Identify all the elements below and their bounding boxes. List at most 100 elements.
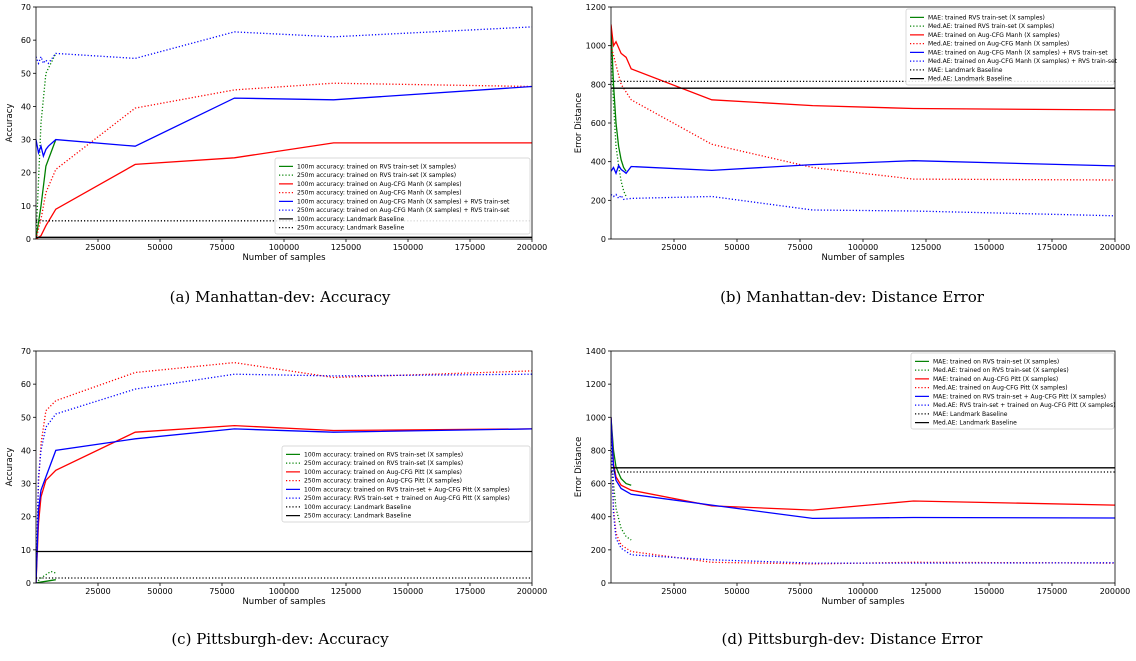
legend-entry: 250m accuracy: trained on Aug-CFG Manh (… <box>297 190 462 197</box>
chart-panel-a: 25000 50000 75000 100000 125000 150000 175000 2… <box>0 0 560 275</box>
legend: 100m accuracy: trained on RVS train-set … <box>274 157 531 235</box>
series-line-1 <box>611 417 632 486</box>
x-tick-label: 125000 <box>911 587 942 596</box>
x-tick-label: 25000 <box>85 587 110 596</box>
y-tick-label: 600 <box>591 480 606 489</box>
y-tick-label: 600 <box>591 119 606 128</box>
y-tick-label: 0 <box>26 579 31 588</box>
legend-box <box>274 157 531 235</box>
legend-entry: MAE: Landmark Baseline <box>933 411 1008 418</box>
series-line-1 <box>36 579 56 583</box>
y-tick-label: 0 <box>601 235 606 244</box>
x-tick-label: 75000 <box>787 243 812 252</box>
series-line-2 <box>36 53 57 239</box>
series-group <box>36 361 532 583</box>
x-tick-label: 125000 <box>331 243 362 252</box>
legend-entry: 100m accuracy: Landmark Baseline <box>297 216 405 223</box>
legend-entry: 250m accuracy: trained on Aug-CFG Manh (… <box>297 207 510 214</box>
y-tick-label: 1200 <box>586 3 606 12</box>
legend-entry: Med.AE: Landmark Baseline <box>933 420 1017 427</box>
y-axis-label: Accuracy <box>5 448 15 487</box>
chart-panel-c: 25000 50000 75000 100000 125000 150000 175000 2… <box>0 343 560 608</box>
legend-entry: Med.AE: trained on Aug-CFG Pitt (X sampl… <box>933 385 1068 392</box>
chart-caption-b: (b) Manhattan-dev: Distance Error <box>720 288 984 306</box>
legend-entry: MAE: trained on Aug-CFG Manh (X samples)… <box>928 49 1108 56</box>
legend-entry: MAE: trained on Aug-CFG Pitt (X samples) <box>933 376 1058 383</box>
y-tick-label: 50 <box>21 69 31 78</box>
chart-c-svg: 25000 50000 75000 100000 125000 150000 175000 2… <box>5 347 548 607</box>
chart-caption-c: (c) Pittsburgh-dev: Accuracy <box>171 630 389 648</box>
legend-entry: Med.AE: Landmark Baseline <box>928 76 1012 83</box>
x-tick-label: 125000 <box>911 243 942 252</box>
y-tick-label: 200 <box>591 196 606 205</box>
x-tick-label: 50000 <box>147 587 172 596</box>
legend-entry: MAE: trained RVS train-set (X samples) <box>928 14 1045 21</box>
chart-a-svg: 25000 50000 75000 100000 125000 150000 175000 2… <box>5 3 548 263</box>
y-tick-label: 400 <box>591 513 606 522</box>
y-tick-label: 800 <box>591 446 606 455</box>
x-tick-label: 75000 <box>787 587 812 596</box>
series-line-3 <box>36 424 532 583</box>
legend-entry: MAE: Landmark Baseline <box>928 67 1003 74</box>
legend-entry: 100m accuracy: trained on RVS train-set … <box>304 486 510 493</box>
y-tick-label: 20 <box>21 169 31 178</box>
y-tick-label: 60 <box>21 36 31 45</box>
x-tick-label: 50000 <box>147 243 172 252</box>
x-tick-label: 150000 <box>974 587 1005 596</box>
y-tick-label: 40 <box>21 446 31 455</box>
legend-entry: Med.AE: RVS train-set + trained on Aug-C… <box>933 402 1115 409</box>
series-line-5 <box>36 85 532 159</box>
legend: MAE: trained RVS train-set (X samples) Me… <box>905 8 1118 86</box>
y-tick-label: 30 <box>21 136 31 145</box>
x-tick-label: 125000 <box>331 587 362 596</box>
legend-entry: 100m accuracy: trained on Aug-CFG Manh (… <box>297 198 510 205</box>
x-tick-label: 50000 <box>724 587 749 596</box>
x-axis-label: Number of samples <box>242 253 326 263</box>
y-tick-label: 50 <box>21 413 31 422</box>
legend-entry: MAE: trained on RVS train-set (X samples… <box>933 358 1059 365</box>
x-tick-label: 100000 <box>848 587 879 596</box>
series-line-1 <box>36 139 57 239</box>
series-line-4 <box>611 45 1115 181</box>
x-tick-label: 75000 <box>209 243 234 252</box>
legend-entry: MAE: trained on Aug-CFG Manh (X samples) <box>928 32 1060 39</box>
legend-entry: 100m accuracy: Landmark Baseline <box>304 504 412 511</box>
series-line-2 <box>36 570 57 583</box>
y-tick-label: 1000 <box>586 413 606 422</box>
series-line-2 <box>611 45 627 197</box>
legend-box <box>281 445 531 523</box>
y-tick-label: 800 <box>591 80 606 89</box>
x-tick-label: 150000 <box>393 587 424 596</box>
series-line-5 <box>611 160 1115 176</box>
y-tick-label: 400 <box>591 158 606 167</box>
x-tick-label: 100000 <box>269 243 300 252</box>
x-tick-label: 200000 <box>1100 587 1131 596</box>
y-tick-label: 70 <box>21 3 31 12</box>
y-tick-label: 20 <box>21 513 31 522</box>
legend-entry: 250m accuracy: trained on RVS train-set … <box>297 172 456 179</box>
x-tick-label: 200000 <box>517 243 548 252</box>
series-line-3 <box>611 24 1115 111</box>
y-tick-label: 1400 <box>586 347 606 356</box>
legend: 100m accuracy: trained on RVS train-set … <box>281 445 531 523</box>
series-line-3 <box>36 142 532 239</box>
y-tick-label: 1200 <box>586 380 606 389</box>
x-tick-label: 25000 <box>85 243 110 252</box>
x-tick-label: 175000 <box>455 587 486 596</box>
chart-panel-b: 25000 50000 75000 100000 125000 150000 175000 2… <box>568 0 1136 275</box>
legend-entry: 250m accuracy: RVS train-set + trained o… <box>304 495 510 502</box>
series-line-6 <box>36 373 532 583</box>
x-tick-label: 25000 <box>661 587 686 596</box>
y-tick-label: 60 <box>21 380 31 389</box>
x-tick-label: 175000 <box>1037 243 1068 252</box>
legend-entry: 250m accuracy: Landmark Baseline <box>297 225 405 232</box>
chart-d-svg: 25000 50000 75000 100000 125000 150000 175000 2… <box>574 347 1131 607</box>
legend-entry: 250m accuracy: trained on Aug-CFG Pitt (… <box>304 478 462 485</box>
y-tick-label: 1000 <box>586 42 606 51</box>
y-tick-label: 0 <box>601 579 606 588</box>
x-tick-label: 100000 <box>269 587 300 596</box>
x-tick-label: 200000 <box>517 587 548 596</box>
legend-entry: Med.AE: trained on Aug-CFG Manh (X sampl… <box>928 58 1118 65</box>
y-tick-label: 70 <box>21 347 31 356</box>
x-tick-label: 200000 <box>1100 243 1131 252</box>
